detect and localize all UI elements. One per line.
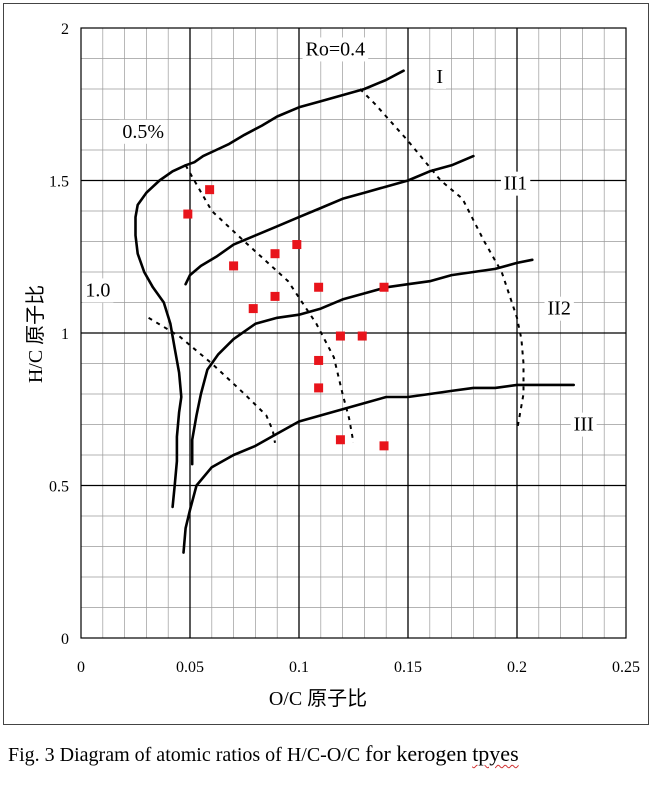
curve-label-text: II1 xyxy=(504,173,527,195)
sample-point xyxy=(314,282,324,292)
major-gridlines xyxy=(81,28,626,638)
maturity-line xyxy=(184,164,355,443)
curve-label-text: Ro=0.4 xyxy=(306,38,366,60)
maturity-line xyxy=(359,88,525,431)
maturity-lines xyxy=(148,88,525,443)
y-tick-label: 2 xyxy=(61,21,69,38)
evolution-curve xyxy=(182,383,575,554)
curve-label-background xyxy=(302,37,369,62)
sample-point xyxy=(248,304,258,314)
sample-point xyxy=(314,383,324,393)
sample-point xyxy=(335,435,345,445)
figure-caption: Fig. 3 Diagram of atomic ratios of H/C-O… xyxy=(8,741,519,767)
curve-label-background xyxy=(119,119,168,144)
x-tick-labels: 0 0.05 0.1 0.15 0.2 0.25 xyxy=(77,659,640,676)
sample-points xyxy=(183,185,389,451)
caption-misspelled-word: tpyes xyxy=(472,741,519,766)
curve-label-text: II2 xyxy=(548,298,571,320)
sample-point xyxy=(335,331,345,341)
curve-label-text: 0.5% xyxy=(122,121,164,143)
curve-label-background xyxy=(433,64,447,89)
sample-point xyxy=(357,331,367,341)
evolution-curve xyxy=(134,164,187,509)
curve-label-background xyxy=(570,412,597,437)
y-tick-labels: 0 0.5 1 1.5 2 xyxy=(49,21,69,648)
curve-label-background xyxy=(82,278,114,303)
plot-border xyxy=(80,27,627,639)
x-tick-label: 0.2 xyxy=(507,659,527,676)
curve-label: 1.0 xyxy=(82,278,114,303)
curve-label-background xyxy=(544,296,574,321)
sample-point xyxy=(292,240,302,250)
sample-point xyxy=(205,185,215,195)
curve-label: I xyxy=(433,64,447,89)
curve-label: 0.5% xyxy=(119,119,168,144)
evolution-curve xyxy=(184,69,405,167)
evolution-curve xyxy=(184,154,475,286)
figure-frame xyxy=(3,3,649,725)
sample-point xyxy=(270,291,280,301)
x-tick-label: 0.1 xyxy=(289,659,309,676)
curve-label-text: 1.0 xyxy=(85,279,110,301)
x-axis-label: O/C 原子比 xyxy=(269,687,367,710)
y-tick-label: 1 xyxy=(61,326,69,343)
curve-label: Ro=0.4 xyxy=(302,37,369,62)
curve-label: II1 xyxy=(500,171,531,196)
sample-point xyxy=(379,282,389,292)
sample-point xyxy=(183,209,193,219)
curve-annotations: Ro=0.4 I 0.5% II1 1.0 II2 III xyxy=(82,37,597,437)
curve-label: II2 xyxy=(544,296,574,321)
y-tick-label: 0.5 xyxy=(49,479,69,496)
curve-label-text: III xyxy=(574,414,594,436)
evolution-curve xyxy=(190,258,534,466)
y-axis-label: H/C 原子比 xyxy=(24,285,47,383)
caption-text: Fig. 3 Diagram of atomic ratios of H/C-O… xyxy=(8,744,361,766)
x-tick-label: 0.15 xyxy=(394,659,422,676)
curve-label-text: I xyxy=(436,66,443,88)
sample-point xyxy=(314,355,324,365)
sample-point xyxy=(270,249,280,259)
curve-label-background xyxy=(500,171,531,196)
curve-label: III xyxy=(570,412,597,437)
x-tick-label: 0.05 xyxy=(176,659,204,676)
sample-point xyxy=(379,441,389,451)
y-tick-label: 1.5 xyxy=(49,174,69,191)
x-tick-label: 0.25 xyxy=(612,659,640,676)
caption-tail: for kerogen xyxy=(365,741,468,766)
y-tick-label: 0 xyxy=(61,631,69,648)
x-tick-label: 0 xyxy=(77,659,85,676)
evolution-curves xyxy=(134,69,575,554)
sample-point xyxy=(229,261,239,271)
